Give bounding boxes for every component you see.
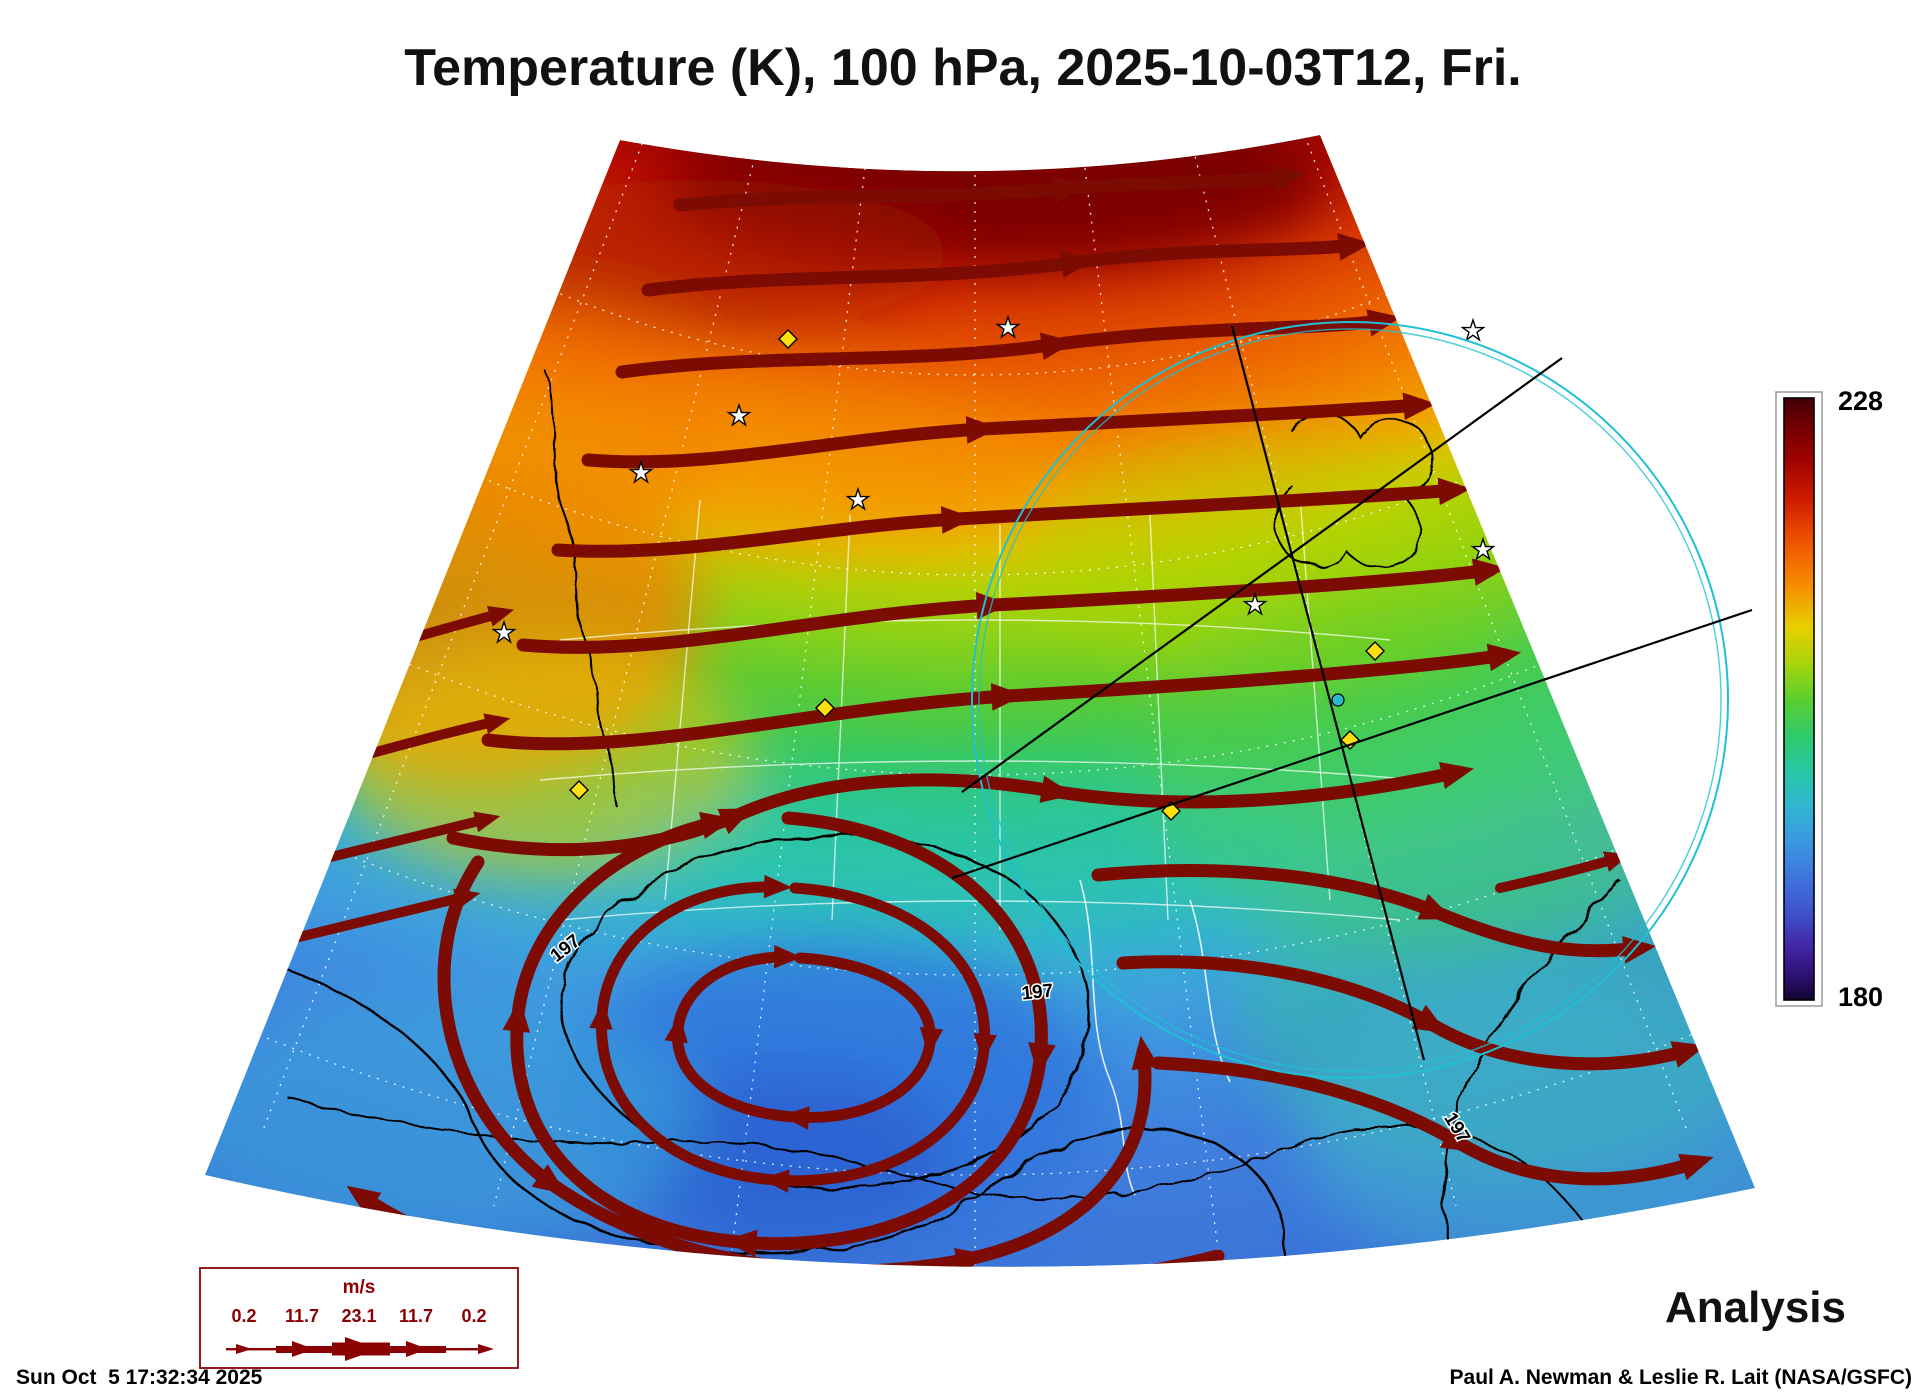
great-circle-line <box>1230 325 1426 1061</box>
colorbar-frame <box>1775 391 1823 1007</box>
streamline <box>1495 851 1631 893</box>
range-overlay <box>951 321 1753 1079</box>
wind-legend-value: 0.2 <box>231 1306 256 1326</box>
colorbar: 228 180 <box>1775 386 1883 1012</box>
temperature-patch <box>460 380 1060 560</box>
map-body <box>205 135 1755 1320</box>
streamline <box>673 164 1307 212</box>
wind-legend-value: 0.2 <box>461 1306 486 1326</box>
wind-legend-value: 23.1 <box>341 1306 376 1326</box>
streamline <box>481 643 1522 751</box>
streamline <box>641 233 1372 297</box>
meridian-line <box>261 135 653 1134</box>
arrowhead-large-icon <box>345 1337 379 1361</box>
station-center-dot <box>1331 693 1345 707</box>
streamline <box>1116 955 1706 1071</box>
great-circle-line <box>951 608 1753 880</box>
streamline <box>1091 864 1657 964</box>
wind-streamlines <box>290 164 1714 1320</box>
page-title: Temperature (K), 100 hPa, 2025-10-03T12,… <box>404 39 1522 97</box>
temperature-patch <box>1300 980 1755 1267</box>
arrowhead-small-icon <box>236 1344 252 1354</box>
wind-legend-text: m/s 0.2 11.7 23.1 11.7 0.2 <box>231 1277 486 1326</box>
contour-label: 197 <box>1021 980 1055 1004</box>
wind-speed-legend: m/s 0.2 11.7 23.1 11.7 0.2 <box>199 1267 519 1369</box>
streamline <box>1151 1056 1714 1186</box>
credit: Paul A. Newman & Leslie R. Lait (NASA/GS… <box>1449 1366 1912 1389</box>
timestamp: Sun Oct 5 17:32:34 2025 <box>16 1366 263 1389</box>
colorbar-min-label: 180 <box>1838 982 1883 1012</box>
wind-legend-arrow-glyph <box>226 1337 494 1361</box>
state-border <box>559 619 1391 641</box>
streamline <box>615 309 1402 379</box>
wind-legend-value: 11.7 <box>399 1306 433 1326</box>
streamline <box>1235 1284 1588 1320</box>
arrowhead-medium-icon <box>406 1341 428 1357</box>
star-marker-icon <box>1461 319 1485 341</box>
wind-legend-unit: m/s <box>343 1277 376 1298</box>
arrowhead-medium-icon <box>292 1341 314 1357</box>
meridian-line <box>493 147 758 1207</box>
streamline <box>516 558 1507 654</box>
meridian-line <box>731 167 866 1251</box>
range-circle <box>971 321 1729 1079</box>
great-circle-line <box>961 357 1563 793</box>
colorbar-max-label: 228 <box>1838 386 1883 416</box>
streamline <box>290 888 481 943</box>
meridian-line <box>1297 135 1689 1134</box>
coastline <box>544 369 619 809</box>
streamline <box>551 477 1472 558</box>
arrowhead-small-icon <box>478 1344 494 1354</box>
streamline <box>581 392 1437 469</box>
wind-legend-value: 11.7 <box>285 1306 319 1326</box>
range-circle-inner <box>978 328 1722 1072</box>
analysis-label: Analysis <box>1665 1283 1846 1332</box>
colorbar-gradient <box>1783 397 1815 1001</box>
